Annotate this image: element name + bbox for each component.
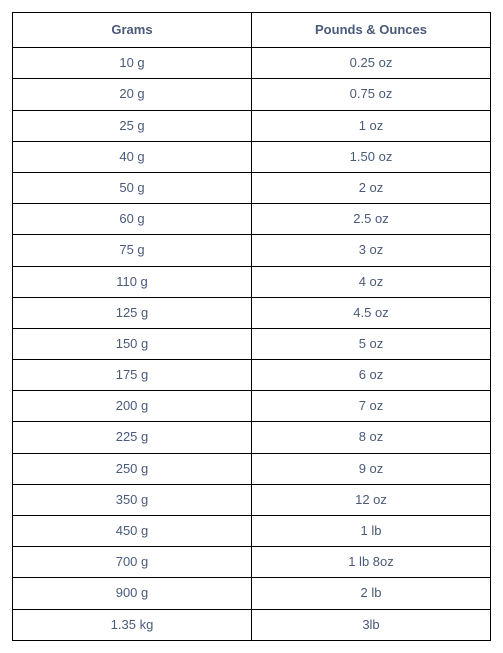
table-row: 110 g 4 oz — [13, 266, 491, 297]
cell-pounds-ounces: 3 oz — [252, 235, 491, 266]
cell-pounds-ounces: 6 oz — [252, 360, 491, 391]
cell-grams: 900 g — [13, 578, 252, 609]
cell-pounds-ounces: 0.25 oz — [252, 48, 491, 79]
cell-grams: 40 g — [13, 141, 252, 172]
cell-grams: 60 g — [13, 204, 252, 235]
table-row: 700 g 1 lb 8oz — [13, 547, 491, 578]
cell-grams: 10 g — [13, 48, 252, 79]
cell-pounds-ounces: 2.5 oz — [252, 204, 491, 235]
cell-grams: 75 g — [13, 235, 252, 266]
cell-grams: 700 g — [13, 547, 252, 578]
table-header-row: Grams Pounds & Ounces — [13, 13, 491, 48]
table-row: 1.35 kg 3lb — [13, 609, 491, 640]
cell-pounds-ounces: 1 lb 8oz — [252, 547, 491, 578]
cell-grams: 1.35 kg — [13, 609, 252, 640]
cell-pounds-ounces: 2 oz — [252, 172, 491, 203]
cell-pounds-ounces: 4 oz — [252, 266, 491, 297]
table-body: 10 g 0.25 oz 20 g 0.75 oz 25 g 1 oz 40 g… — [13, 48, 491, 641]
cell-grams: 50 g — [13, 172, 252, 203]
cell-pounds-ounces: 8 oz — [252, 422, 491, 453]
cell-pounds-ounces: 12 oz — [252, 484, 491, 515]
table-row: 60 g 2.5 oz — [13, 204, 491, 235]
cell-grams: 350 g — [13, 484, 252, 515]
cell-pounds-ounces: 1 lb — [252, 516, 491, 547]
cell-pounds-ounces: 0.75 oz — [252, 79, 491, 110]
cell-grams: 20 g — [13, 79, 252, 110]
cell-pounds-ounces: 7 oz — [252, 391, 491, 422]
table-row: 225 g 8 oz — [13, 422, 491, 453]
table-row: 50 g 2 oz — [13, 172, 491, 203]
table-row: 350 g 12 oz — [13, 484, 491, 515]
cell-grams: 250 g — [13, 453, 252, 484]
table-row: 175 g 6 oz — [13, 360, 491, 391]
cell-pounds-ounces: 3lb — [252, 609, 491, 640]
cell-pounds-ounces: 1 oz — [252, 110, 491, 141]
cell-pounds-ounces: 9 oz — [252, 453, 491, 484]
table-row: 20 g 0.75 oz — [13, 79, 491, 110]
cell-grams: 110 g — [13, 266, 252, 297]
table-row: 200 g 7 oz — [13, 391, 491, 422]
cell-grams: 175 g — [13, 360, 252, 391]
table-row: 125 g 4.5 oz — [13, 297, 491, 328]
table-row: 900 g 2 lb — [13, 578, 491, 609]
table-row: 75 g 3 oz — [13, 235, 491, 266]
column-header-pounds-ounces: Pounds & Ounces — [252, 13, 491, 48]
cell-grams: 125 g — [13, 297, 252, 328]
cell-grams: 25 g — [13, 110, 252, 141]
cell-pounds-ounces: 2 lb — [252, 578, 491, 609]
cell-pounds-ounces: 4.5 oz — [252, 297, 491, 328]
table-row: 150 g 5 oz — [13, 328, 491, 359]
table-row: 40 g 1.50 oz — [13, 141, 491, 172]
cell-grams: 225 g — [13, 422, 252, 453]
cell-grams: 200 g — [13, 391, 252, 422]
cell-grams: 150 g — [13, 328, 252, 359]
weight-conversion-table: Grams Pounds & Ounces 10 g 0.25 oz 20 g … — [12, 12, 491, 641]
table-row: 250 g 9 oz — [13, 453, 491, 484]
table-row: 10 g 0.25 oz — [13, 48, 491, 79]
cell-grams: 450 g — [13, 516, 252, 547]
cell-pounds-ounces: 1.50 oz — [252, 141, 491, 172]
table-row: 25 g 1 oz — [13, 110, 491, 141]
cell-pounds-ounces: 5 oz — [252, 328, 491, 359]
table-row: 450 g 1 lb — [13, 516, 491, 547]
column-header-grams: Grams — [13, 13, 252, 48]
